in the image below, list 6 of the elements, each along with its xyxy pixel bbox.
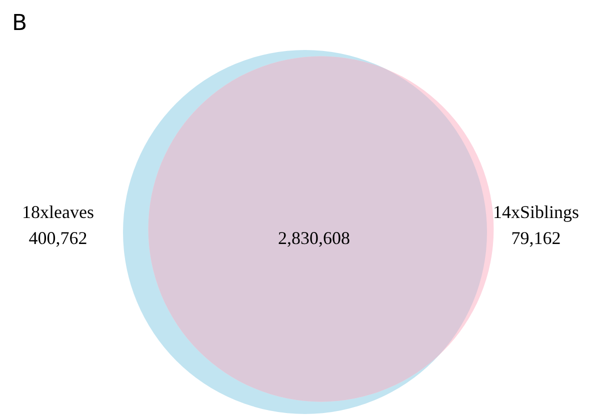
data-label: 79,162 <box>511 228 561 248</box>
category-label: 14xSiblings <box>492 202 580 222</box>
data-label: 400,762 <box>28 228 88 248</box>
data-label: 2,830,608 <box>278 228 350 248</box>
category-label: 18xleaves <box>22 202 94 222</box>
text: B <box>12 11 28 36</box>
